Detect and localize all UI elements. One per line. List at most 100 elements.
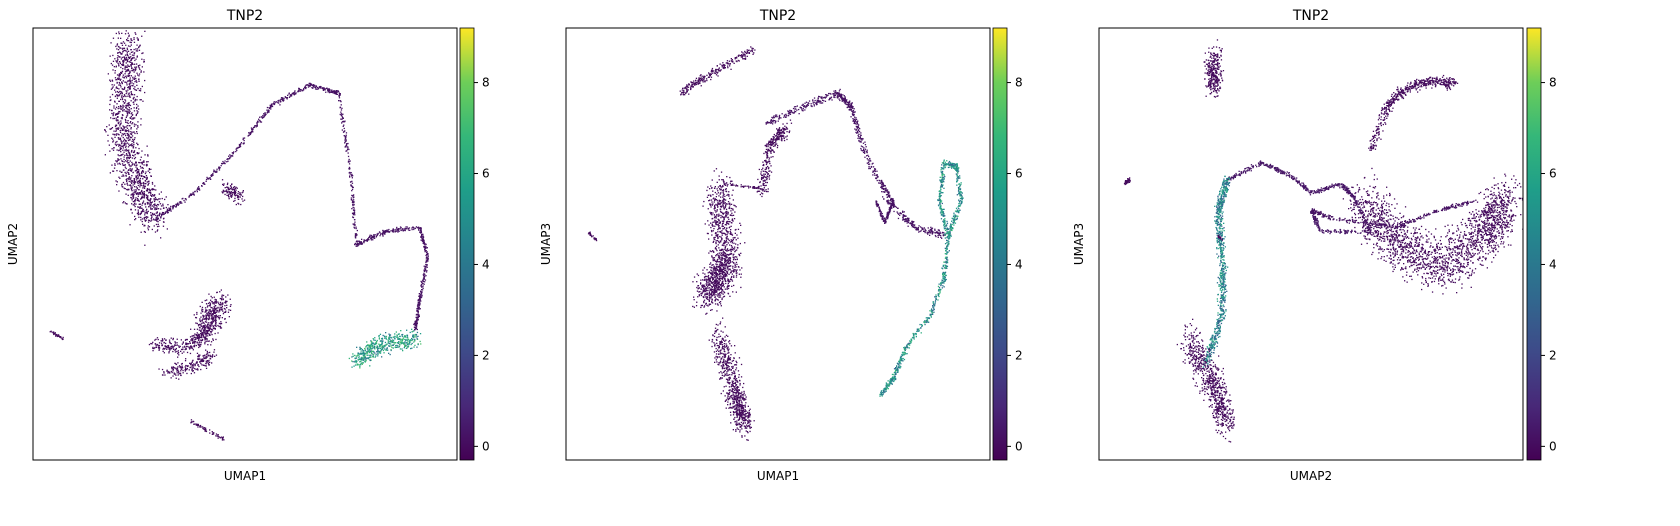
scatter-point [139,68,141,71]
scatter-point [214,298,216,301]
scatter-point [114,58,116,60]
scatter-point [130,94,132,96]
scatter-point [178,365,181,367]
scatter-point [118,112,120,114]
scatter-point [126,115,128,117]
scatter-point [149,204,151,207]
scatter-point [206,325,208,327]
scatter-point [154,203,156,205]
scatter-point [135,79,137,82]
scatter-point [414,340,416,342]
scatter-point [140,184,142,187]
scatter-point [680,94,682,96]
scatter-point [127,149,129,152]
scatter-point [122,125,124,127]
scatter-point [118,138,120,140]
scatter-point [212,319,214,321]
scatter-point [117,163,119,165]
scatter-point [833,92,835,95]
scatter-point [304,85,306,88]
scatter-point [140,211,143,213]
scatter-point [231,152,233,154]
scatter-point [121,160,123,162]
scatter-point [209,334,211,336]
scatter-point [406,339,408,341]
scatter-point [216,310,219,312]
scatter-point [170,348,172,350]
scatter-point [194,341,196,343]
scatter-point [396,346,398,348]
scatter-point [206,355,208,357]
scatter-point [127,102,129,104]
scatter-point [424,270,426,272]
scatter-point [114,164,116,166]
scatter-point [794,108,796,110]
scatter-point [934,234,937,237]
scatter-point [162,203,164,205]
scatter-point [351,173,353,176]
scatter-point [902,214,904,216]
scatter-point [167,372,169,374]
scatter-point [112,133,114,135]
scatter-point [918,231,920,233]
scatter-point [284,96,286,98]
scatter-point [375,355,377,357]
scatter-point [205,329,208,332]
scatter-point [211,316,213,318]
scatter-point [399,342,402,344]
scatter-point [112,60,115,62]
scatter-point [137,121,139,123]
scatter-point [220,436,222,438]
scatter-point [127,184,129,186]
scatter-point [221,304,223,306]
scatter-point [254,125,256,127]
scatter-point [748,52,751,54]
scatter-point [395,344,397,347]
scatter-point [149,200,151,202]
scatter-point [131,123,133,125]
scatter-point [715,70,717,72]
scatter-point [157,217,159,219]
scatter-point [853,111,855,113]
scatter-point [165,196,167,198]
scatter-point [370,344,373,346]
scatter-point [776,116,778,118]
scatter-point [237,196,240,198]
scatter-point [126,183,128,185]
scatter-point [826,95,828,97]
scatter-point [397,338,399,340]
scatter-point [416,338,418,340]
scatter-point [224,305,226,307]
cluster-2 [765,88,952,239]
scatter-point [687,86,690,88]
scatter-point [113,147,115,149]
scatter-point [145,212,147,214]
scatter-point [140,167,142,169]
scatter-point [123,77,125,79]
scatter-point [215,354,218,356]
scatter-point [170,205,172,208]
scatter-point [420,239,422,241]
scatter-point [201,339,204,341]
scatter-point [111,164,113,166]
scatter-point [420,229,422,231]
scatter-point [741,54,743,56]
scatter-point [201,334,203,336]
scatter-point [940,234,942,237]
scatter-point [789,113,791,115]
scatter-point [118,74,121,76]
scatter-point [929,228,931,231]
scatter-point [360,241,362,244]
scatter-point [206,338,208,340]
scatter-point [227,294,229,296]
scatter-point [715,68,717,71]
scatter-point [232,153,234,155]
scatter-point [125,174,127,177]
scatter-point [111,127,114,129]
scatter-point [253,126,255,128]
scatter-point [120,120,122,122]
scatter-point [180,370,182,372]
scatter-point [149,190,152,192]
scatter-point [274,103,276,105]
scatter-point [409,342,411,344]
